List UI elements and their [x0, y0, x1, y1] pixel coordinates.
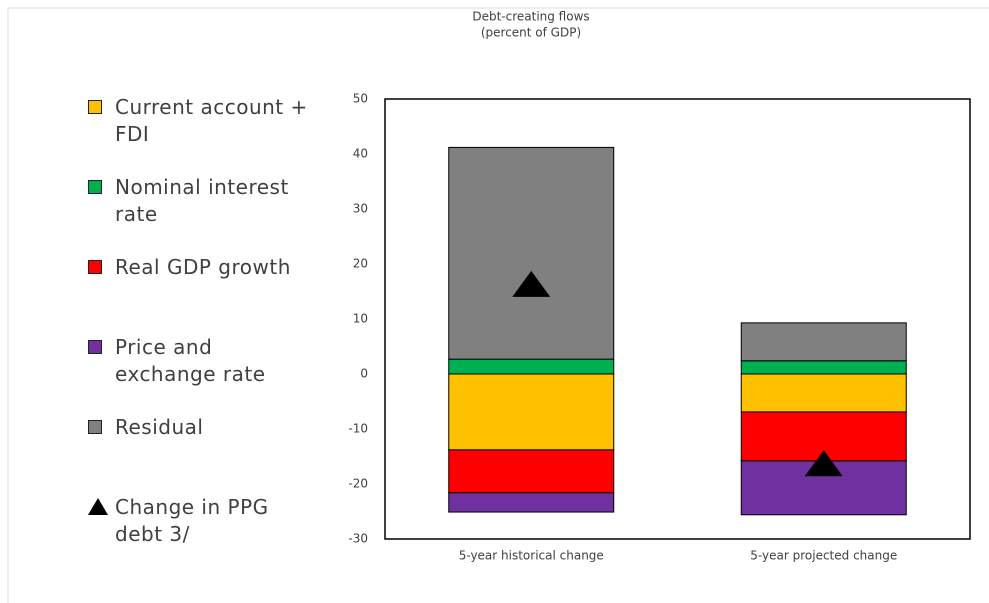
legend-swatch	[88, 340, 102, 354]
legend-swatch	[88, 260, 102, 274]
y-tick-label: 30	[353, 202, 368, 216]
legend-swatch	[88, 180, 102, 194]
legend-label: Real GDP growth	[115, 255, 291, 279]
chart-subtitle: (percent of GDP)	[481, 26, 581, 40]
y-tick-label: 0	[360, 367, 368, 381]
bar-segment	[448, 373, 615, 451]
legend-label: Price and exchange rate	[115, 335, 266, 386]
legend-item: Current account + FDI	[88, 94, 318, 174]
legend-item: Real GDP growth	[88, 254, 318, 334]
bar-segment	[740, 373, 907, 413]
chart-title: Debt-creating flows	[472, 10, 589, 24]
bar-segment	[448, 449, 615, 494]
legend: Current account + FDI Nominal interest ra…	[88, 94, 318, 574]
legend-item: Nominal interest rate	[88, 174, 318, 254]
bar-segment	[740, 360, 907, 375]
legend-label: Nominal interest rate	[115, 175, 289, 226]
bar-segment	[448, 358, 615, 375]
y-tick-label: -30	[348, 532, 368, 546]
y-tick-label: 20	[353, 257, 368, 271]
y-tick-label: 40	[353, 147, 368, 161]
triangle-marker	[804, 450, 843, 477]
triangle-marker	[512, 270, 551, 297]
legend-label: Change in PPG debt 3/	[115, 495, 269, 546]
legend-item: Residual	[88, 414, 318, 494]
legend-label: Current account + FDI	[115, 95, 308, 146]
legend-swatch	[88, 498, 108, 515]
y-tick-label: 50	[353, 92, 368, 106]
plot-frame	[384, 98, 971, 540]
y-tick-label: 10	[353, 312, 368, 326]
legend-swatch	[88, 420, 102, 434]
legend-item: Change in PPG debt 3/	[88, 494, 318, 574]
y-tick-label: -20	[348, 477, 368, 491]
bar-segment	[740, 322, 907, 362]
y-tick-label: -10	[348, 422, 368, 436]
legend-swatch	[88, 100, 102, 114]
legend-label: Residual	[115, 415, 204, 439]
legend-item: Price and exchange rate	[88, 334, 318, 414]
x-tick-label: 5-year projected change	[750, 549, 897, 563]
bar-segment	[448, 146, 615, 360]
bar-segment	[448, 492, 615, 513]
x-tick-label: 5-year historical change	[459, 549, 604, 563]
